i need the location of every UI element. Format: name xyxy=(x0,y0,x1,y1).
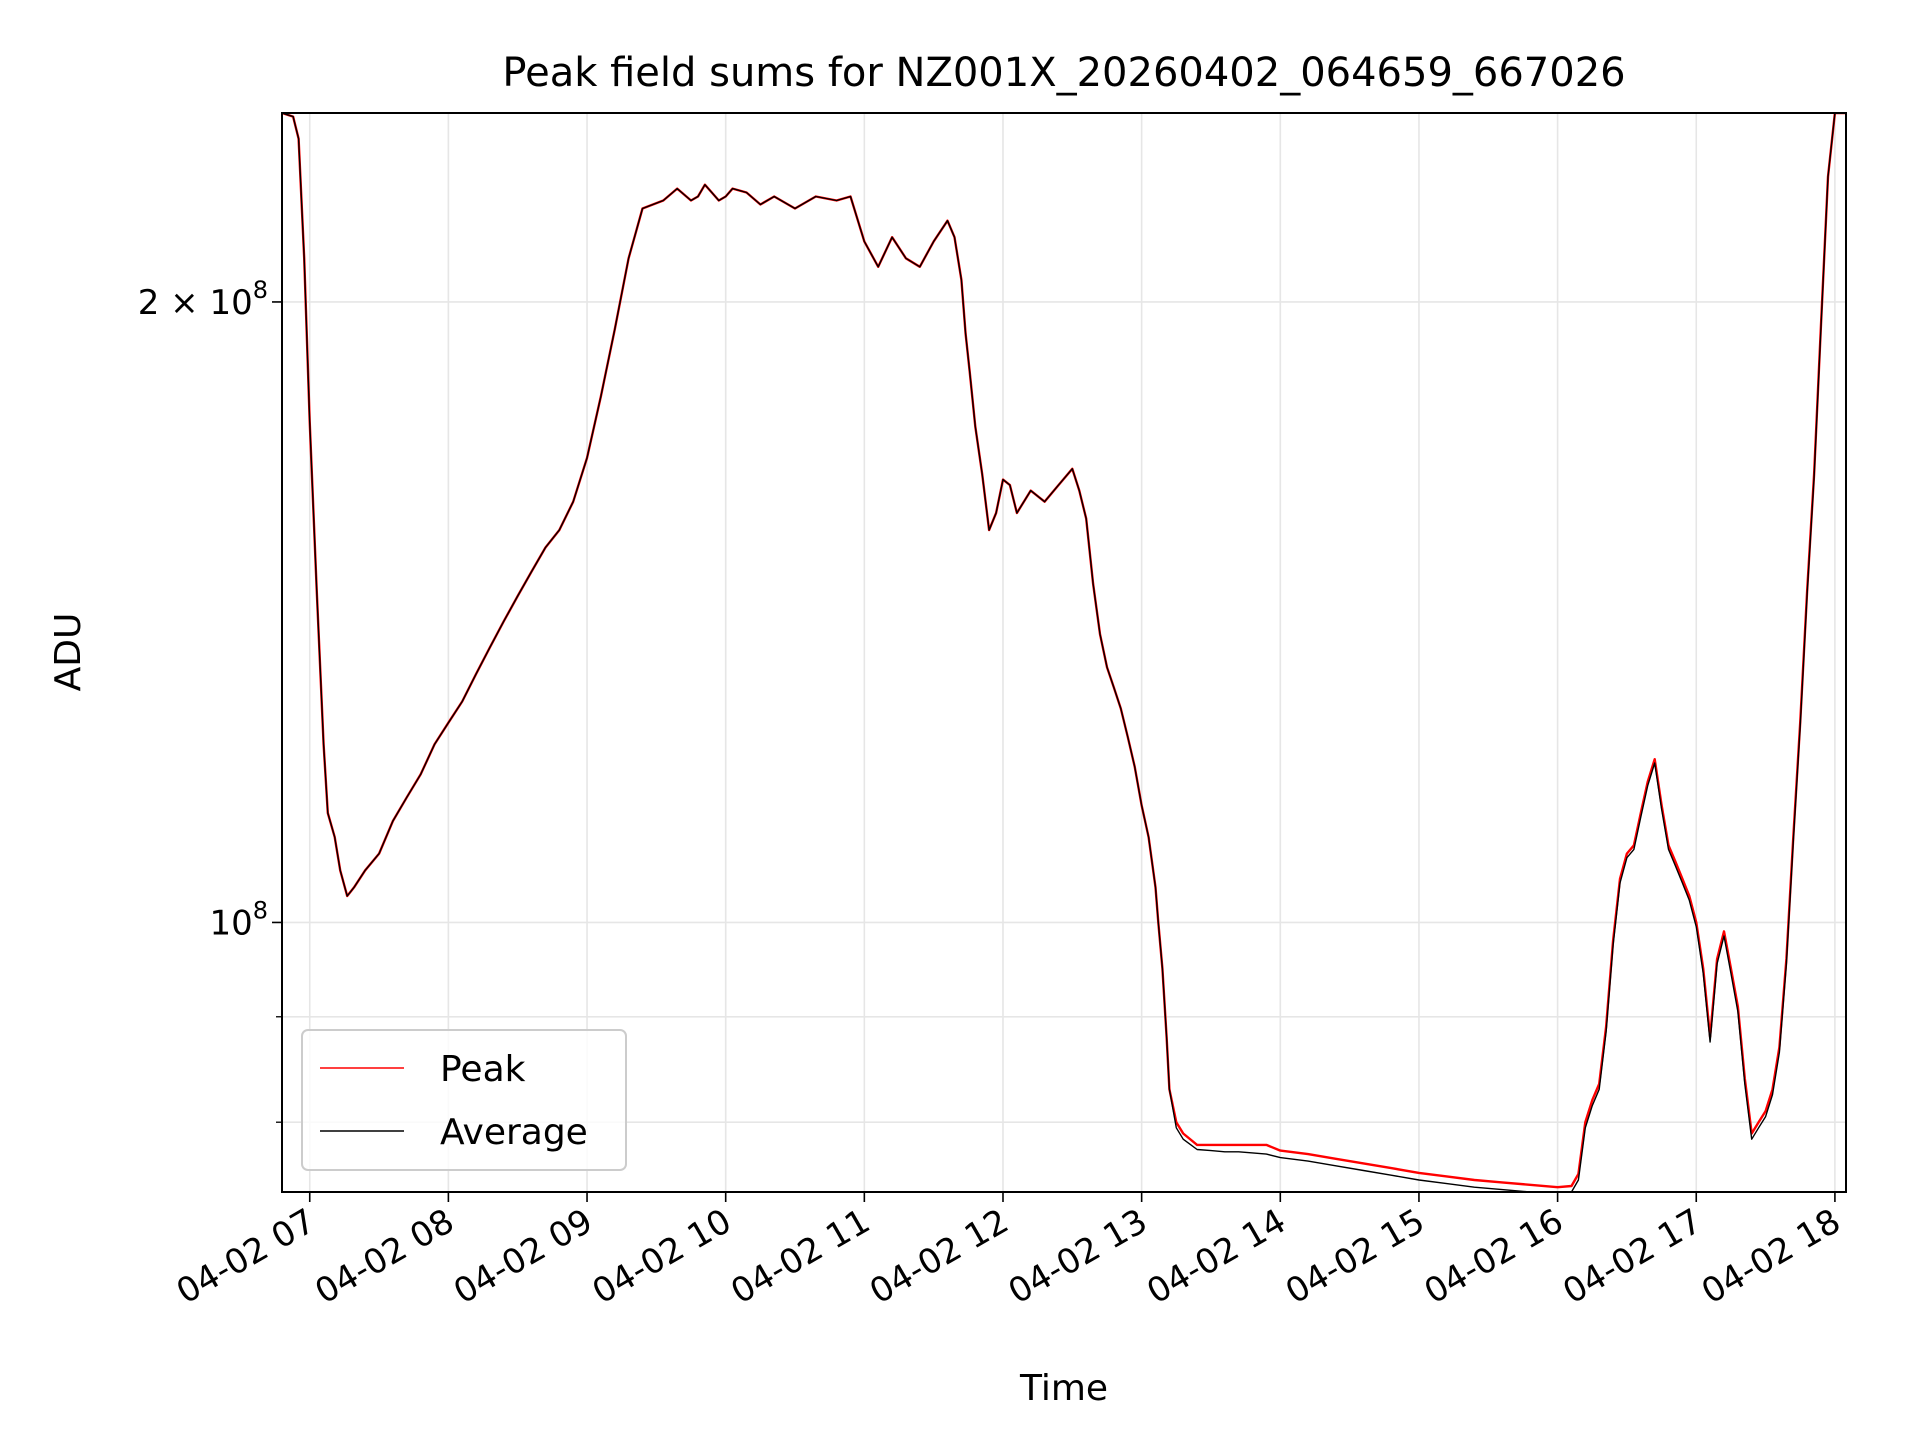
y-tick-label-1: 2 × 108 xyxy=(138,276,268,323)
y-axis-label: ADU xyxy=(48,613,89,692)
legend-label-peak: Peak xyxy=(440,1049,526,1090)
legend-label-average: Average xyxy=(440,1112,588,1153)
series-layer xyxy=(282,113,1846,1192)
y-tick-label-exponent-1: 8 xyxy=(253,276,268,304)
y-tick-label-base-0: 10 xyxy=(209,903,252,943)
series-line-average xyxy=(282,113,1846,1192)
plot-frame xyxy=(281,112,1847,1193)
y-tick-label-exponent-0: 8 xyxy=(253,896,268,924)
y-tick-label-base-1: 2 × 10 xyxy=(138,283,253,323)
grid xyxy=(282,113,1846,1192)
legend-box xyxy=(301,1029,627,1171)
y-tick-label-0: 108 xyxy=(209,896,268,943)
x-axis-label: Time xyxy=(1019,1368,1108,1409)
chart-title: Peak field sums for NZ001X_20260402_0646… xyxy=(502,50,1625,96)
legend: Peak Average xyxy=(301,1029,627,1171)
plot-area xyxy=(282,113,1846,1192)
